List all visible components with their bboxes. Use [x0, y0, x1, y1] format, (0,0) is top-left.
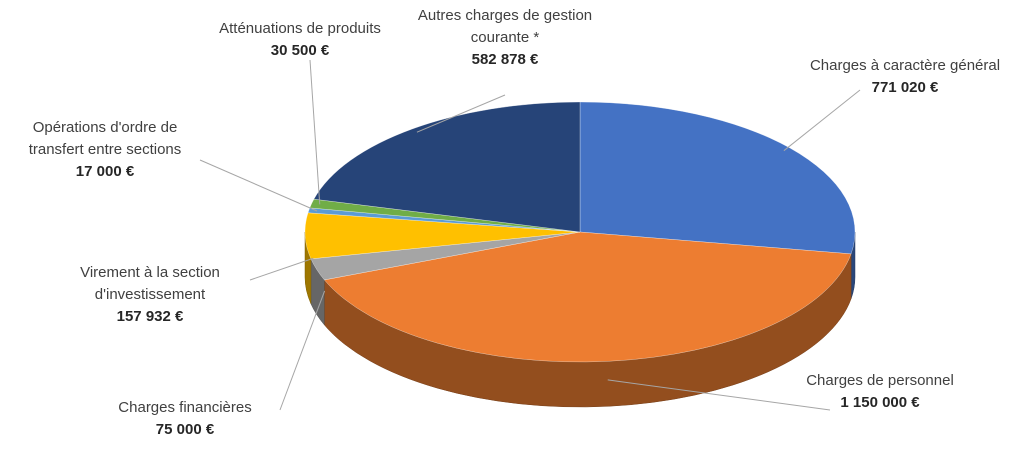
leader-line [783, 89, 861, 152]
data-label: Charges de personnel 1 150 000 € [780, 370, 980, 414]
category-name: Autres charges de gestion courante * [417, 7, 593, 46]
leader-line [249, 257, 314, 281]
value-label: 17 000 € [75, 163, 135, 180]
value-label: 75 000 € [155, 421, 215, 438]
value-label: 157 932 € [116, 308, 184, 325]
value-label: 30 500 € [270, 42, 330, 59]
category-name: Opérations d'ordre de transfert entre se… [28, 119, 182, 158]
leader-line [416, 94, 506, 133]
data-label: Opérations d'ordre de transfert entre se… [5, 117, 205, 183]
category-name: Atténuations de produits [219, 20, 381, 37]
value-label: 771 020 € [871, 79, 939, 96]
slice [324, 231, 852, 363]
category-name: Charges de personnel [806, 372, 954, 389]
category-name: Virement à la section d'investissement [80, 264, 220, 303]
data-label: Virement à la section d'investissement 15… [50, 262, 250, 328]
category-name: Charges à caractère général [809, 57, 1001, 74]
leader-line [309, 59, 321, 205]
category-name: Charges financières [118, 399, 252, 416]
leader-line [279, 290, 326, 411]
data-label: Autres charges de gestion courante * 582 … [405, 5, 605, 71]
data-label: Charges financières 75 000 € [85, 397, 285, 441]
data-label: Atténuations de produits 30 500 € [200, 18, 400, 62]
value-label: 1 150 000 € [840, 394, 920, 411]
leader-line [199, 159, 318, 212]
slice [313, 101, 581, 233]
slice [579, 101, 856, 255]
leader-line [607, 379, 831, 411]
data-label: Charges à caractère général 771 020 € [805, 55, 1005, 99]
value-label: 582 878 € [471, 51, 539, 68]
